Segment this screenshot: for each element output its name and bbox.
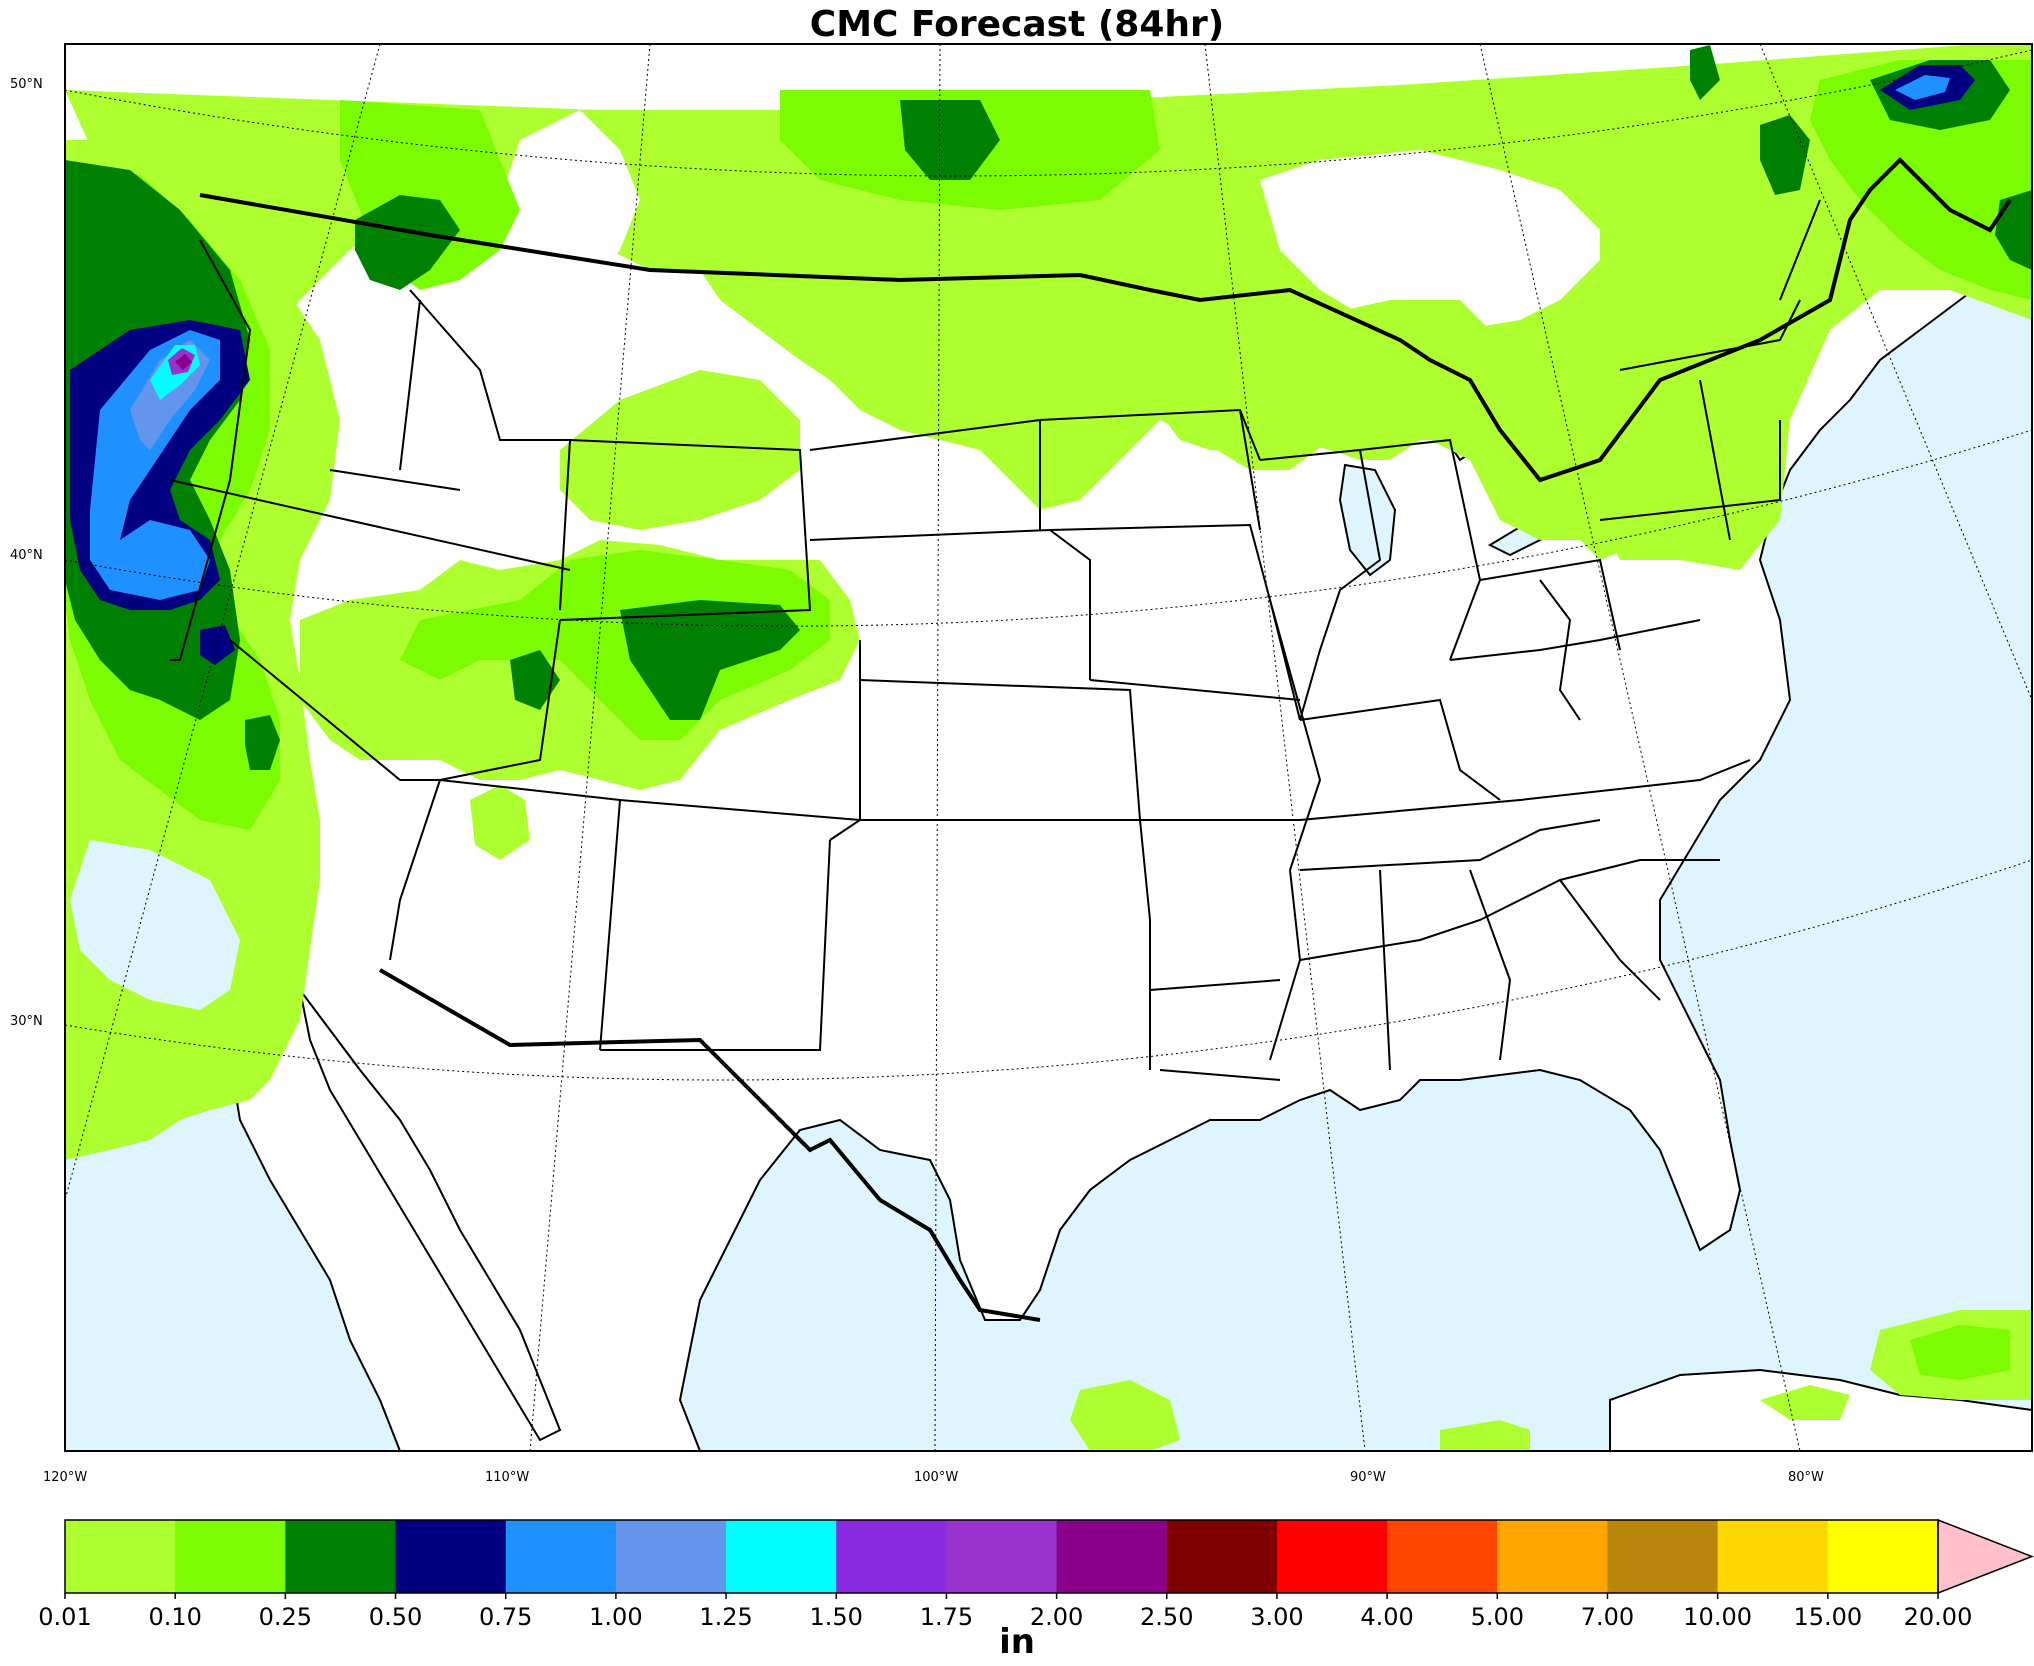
map-frame — [64, 43, 2033, 1452]
colorbar-tick-label: 5.00 — [1471, 1603, 1524, 1631]
lon-label-120: 120°W — [43, 1470, 88, 1485]
colorbar-tick-label: 0.25 — [259, 1603, 312, 1631]
lon-label-110: 110°W — [485, 1470, 530, 1485]
colorbar-tick-label: 0.75 — [479, 1603, 532, 1631]
colorbar-tick-label: 2.50 — [1140, 1603, 1193, 1631]
colorbar-tick-label: 10.00 — [1683, 1603, 1752, 1631]
colorbar-tick-label: 1.75 — [920, 1603, 973, 1631]
colorbar-segment — [285, 1520, 397, 1593]
colorbar-outline — [64, 1519, 1939, 1594]
colorbar-tick-label: 1.00 — [589, 1603, 642, 1631]
baja-california — [299, 989, 562, 1442]
lon-label-100: 100°W — [914, 1470, 959, 1485]
chart-title: CMC Forecast (84hr) — [809, 4, 1225, 45]
colorbar-segment — [1387, 1520, 1498, 1593]
precip-layer — [65, 44, 2032, 1451]
lat-label-40: 40°N — [10, 548, 43, 563]
state-borders — [169, 199, 1821, 1081]
colorbar-segment — [836, 1520, 947, 1593]
colorbar-unit: in — [999, 1622, 1035, 1662]
colorbar-segment — [395, 1520, 507, 1593]
colorbar-segment — [1717, 1520, 1829, 1593]
colorbar-segment — [615, 1520, 727, 1593]
lat-label-50: 50°N — [10, 77, 43, 92]
colorbar-extend-arrow — [1937, 1518, 2034, 1595]
colorbar-segment — [1276, 1520, 1388, 1593]
colorbar-tick-label: 20.00 — [1904, 1603, 1973, 1631]
lake-michigan — [1338, 463, 1397, 577]
graticule — [65, 44, 2032, 1451]
colorbar: 0.01 0.10 0.25 0.50 0.75 1.00 1.25 1.50 1.75 2.00… — [38, 1518, 2034, 1631]
colorbar-tick-label: 0.50 — [369, 1603, 422, 1631]
lon-label-90: 90°W — [1350, 1470, 1386, 1485]
colorbar-tick-label: 1.50 — [810, 1603, 863, 1631]
colorbar-segment — [1827, 1520, 1939, 1593]
lon-label-80: 80°W — [1788, 1470, 1824, 1485]
colorbar-tick-label: 4.00 — [1360, 1603, 1413, 1631]
colorbar-segment — [1166, 1520, 1278, 1593]
colorbar-segment — [1607, 1520, 1719, 1593]
lat-label-30: 30°N — [10, 1014, 43, 1029]
colorbar-tick-label: 0.01 — [38, 1603, 91, 1631]
colorbar-segment — [1056, 1520, 1168, 1593]
colorbar-tick-label: 7.00 — [1581, 1603, 1634, 1631]
country-borders — [199, 157, 2012, 1322]
colorbar-tick-label: 3.00 — [1250, 1603, 1303, 1631]
colorbar-tick-label: 15.00 — [1793, 1603, 1862, 1631]
colorbar-tick-label: 0.10 — [148, 1603, 201, 1631]
colorbar-segment — [505, 1520, 617, 1593]
colorbar-segment — [65, 1520, 176, 1593]
colorbar-segment — [175, 1520, 286, 1593]
colorbar-tick-label: 2.00 — [1030, 1603, 1083, 1631]
colorbar-tick-label: 1.25 — [699, 1603, 752, 1631]
colorbar-segment — [726, 1520, 837, 1593]
colorbar-segment — [946, 1520, 1058, 1593]
colorbar-segment — [1497, 1520, 1608, 1593]
